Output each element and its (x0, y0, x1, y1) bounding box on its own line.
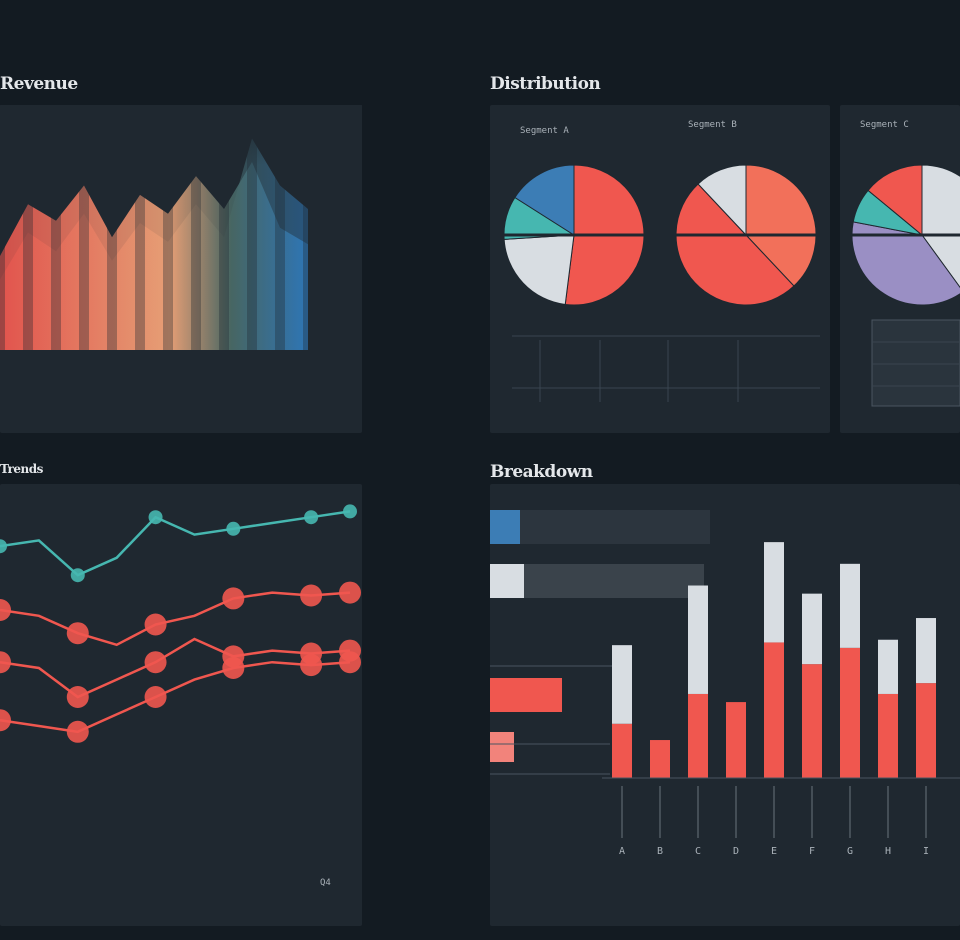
line-series-4 (0, 660, 351, 734)
bar-F-label: F (809, 846, 815, 857)
line-chart-svg (0, 504, 361, 743)
line-series-2-point-10 (339, 581, 361, 604)
area-panel-title: Revenue (0, 74, 78, 94)
line-panel-title: Trends (0, 462, 43, 476)
pie-panel (490, 105, 830, 433)
line-series-4-point-10 (339, 651, 361, 674)
line-series-2-point-1 (0, 599, 11, 621)
area-column-2 (23, 135, 33, 350)
area-column-11 (275, 135, 285, 350)
line-panel: Q4 (0, 484, 362, 926)
bar-I-red (916, 683, 936, 778)
area-column-9 (219, 135, 229, 350)
bar-F-red (802, 664, 822, 778)
line-series-2-point-7 (222, 587, 245, 610)
line-series-3-point-5 (144, 651, 167, 674)
bar-H-light (878, 639, 898, 694)
area-column-1 (0, 135, 5, 350)
bar-H-red (878, 693, 898, 778)
bar-B-red (650, 740, 670, 778)
line-series-2 (0, 591, 351, 647)
line-series-4-point-9 (300, 654, 323, 677)
bar-I-light (916, 618, 936, 684)
line-footer-label: Q4 (320, 878, 331, 888)
pie-label-2: Segment B (688, 120, 737, 130)
pie-label-1: Segment A (520, 126, 569, 136)
bar-chart-plot: A B C D E F G H I (602, 542, 960, 857)
line-series-3-point-3 (66, 686, 89, 708)
pie-panel-title: Distribution (490, 74, 601, 94)
line-series-3-point-1 (0, 651, 11, 674)
line-series-4-point-7 (222, 657, 245, 679)
line-series-2-point-5 (144, 613, 167, 636)
pie-label-3: Segment C (860, 120, 909, 130)
area-column-8 (191, 135, 201, 350)
bar-C-label: C (695, 846, 701, 857)
bar-E-red (764, 642, 784, 778)
area-chart-svg (0, 105, 362, 350)
pie-panel-right (840, 105, 960, 433)
line-series-1-point-3 (70, 568, 85, 583)
bar-A-label: A (619, 846, 625, 857)
area-column-4 (79, 135, 89, 350)
bar-panel: A B C D E F G H I (490, 484, 960, 926)
bar-H-label: H (885, 846, 891, 857)
bar-A-red (612, 723, 632, 778)
bar-G-label: G (847, 846, 853, 857)
line-series-1 (0, 510, 351, 577)
bar-D-red (726, 702, 746, 778)
line-series-1-point-9 (304, 510, 319, 525)
line-chart-plot (0, 504, 361, 743)
line-series-2-point-3 (66, 622, 89, 645)
area-series-2 (0, 138, 308, 350)
line-series-4-point-3 (66, 720, 89, 743)
area-column-12 (303, 135, 313, 350)
bar-side-blocks (490, 510, 710, 775)
line-series-1-point-7 (226, 521, 241, 536)
area-column-7 (163, 135, 173, 350)
area-column-10 (247, 135, 257, 350)
line-series-4-point-5 (144, 686, 167, 708)
area-chart-plot (0, 105, 362, 350)
bar-panel-title: Breakdown (490, 462, 593, 482)
bar-I-label: I (923, 846, 929, 857)
bar-A-light (612, 645, 632, 724)
line-series-1-point-5 (148, 510, 163, 525)
bar-C-light (688, 585, 708, 694)
line-series-2-point-9 (300, 584, 323, 607)
bar-F-light (802, 593, 822, 665)
line-series-4-point-1 (0, 709, 11, 732)
area-panel (0, 105, 362, 433)
bar-E-light (764, 542, 784, 643)
line-series-3 (0, 637, 351, 699)
bar-chart-svg: A B C D E F G H I (490, 510, 960, 857)
bar-E-label: E (771, 846, 777, 857)
area-column-3 (51, 135, 61, 350)
area-column-5 (107, 135, 117, 350)
bar-B-label: B (657, 846, 663, 857)
bar-G-light (840, 563, 860, 648)
area-top-fade (0, 105, 362, 165)
bar-D-label: D (733, 846, 739, 857)
bar-C-red (688, 693, 708, 778)
line-series-1-point-1 (0, 539, 7, 554)
area-column-6 (135, 135, 145, 350)
bar-G-red (840, 647, 860, 778)
line-series-1-point-10 (343, 504, 357, 519)
